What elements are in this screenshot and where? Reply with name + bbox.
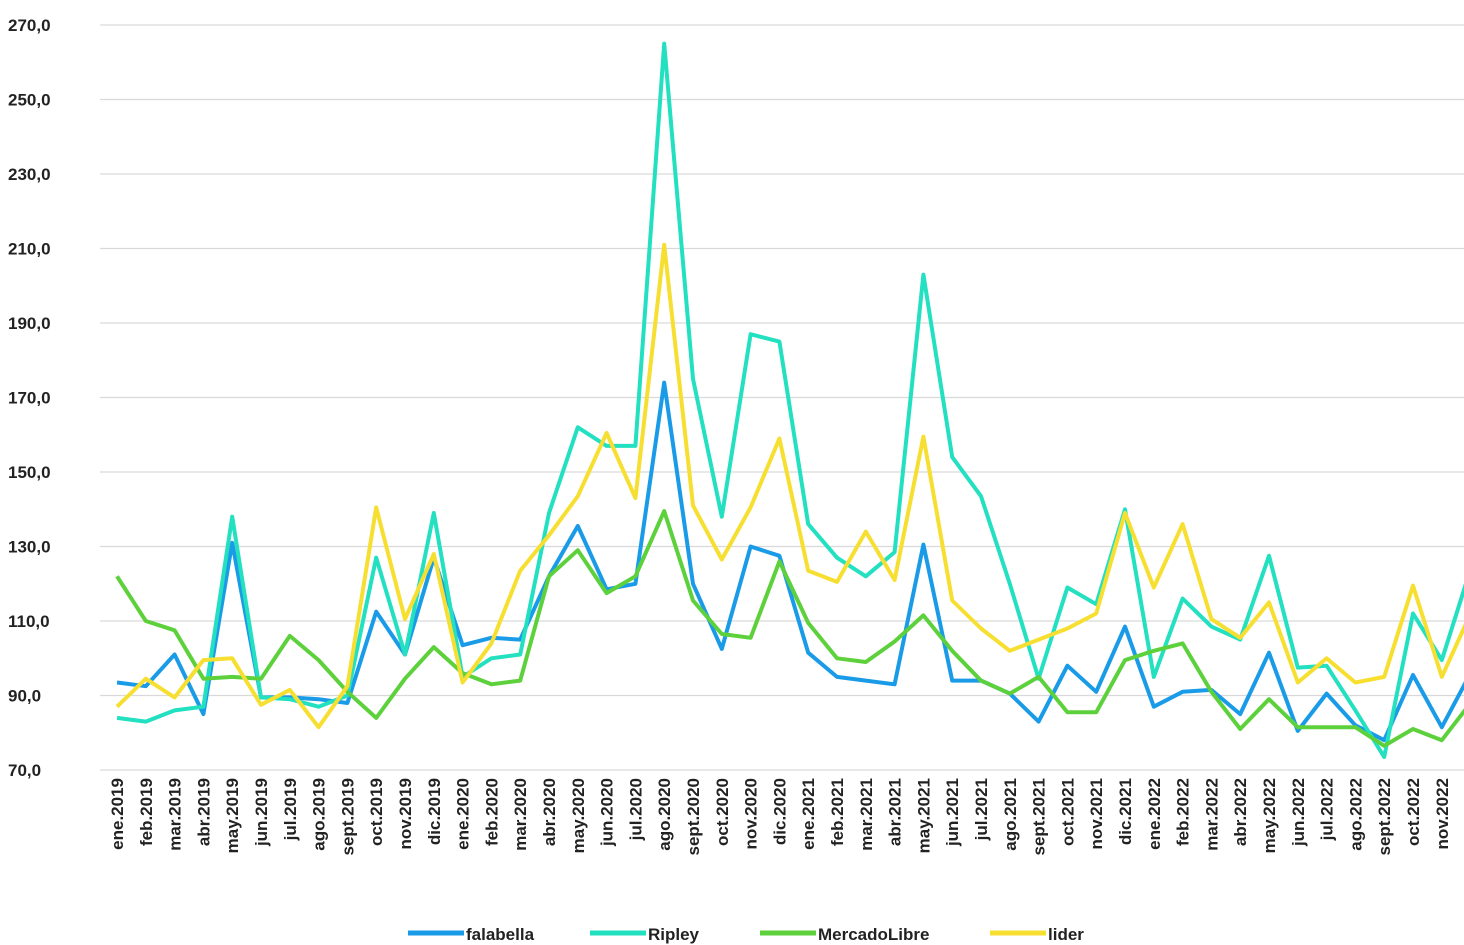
x-tick-label: feb.2022	[1174, 778, 1193, 846]
x-tick-label: jul.2022	[1318, 778, 1337, 841]
series-line	[116, 380, 1464, 743]
y-tick-label: 90,0	[8, 687, 41, 706]
x-tick-label: mar.2019	[166, 778, 185, 851]
legend-label: MercadoLibre	[818, 925, 929, 944]
y-tick-label: 250,0	[8, 91, 51, 110]
x-tick-label: abr.2020	[540, 778, 559, 846]
y-tick-label: 130,0	[8, 538, 51, 557]
x-tick-label: mar.2020	[511, 778, 530, 851]
x-tick-label: may.2020	[569, 778, 588, 853]
x-tick-label: ago.2022	[1346, 778, 1365, 851]
legend-label: lider	[1048, 925, 1084, 944]
x-tick-label: may.2021	[914, 778, 933, 853]
x-tick-label: jul.2019	[281, 778, 300, 841]
x-tick-label: dic.2022	[1462, 778, 1464, 845]
x-tick-label: ene.2020	[454, 778, 473, 850]
x-tick-label: may.2022	[1260, 778, 1279, 853]
x-tick-label: dic.2020	[770, 778, 789, 845]
series-line	[115, 242, 1464, 730]
x-tick-label: ene.2022	[1145, 778, 1164, 850]
y-tick-label: 230,0	[8, 165, 51, 184]
x-tick-label: nov.2020	[742, 778, 761, 850]
x-tick-label: oct.2019	[367, 778, 386, 846]
x-tick-label: abr.2021	[886, 778, 905, 846]
y-tick-label: 150,0	[8, 463, 51, 482]
x-tick-label: sept.2021	[1030, 778, 1049, 856]
x-tick-label: dic.2021	[1116, 778, 1135, 845]
x-tick-label: mar.2021	[857, 778, 876, 851]
series-line	[116, 41, 1464, 759]
x-tick-label: jun.2019	[252, 778, 271, 847]
legend-label: Ripley	[648, 925, 700, 944]
x-tick-label: ene.2019	[108, 778, 127, 850]
y-tick-label: 170,0	[8, 389, 51, 408]
x-tick-label: may.2019	[223, 778, 242, 853]
x-tick-label: abr.2019	[194, 778, 213, 846]
x-tick-label: sept.2022	[1375, 778, 1394, 856]
x-tick-label: oct.2022	[1404, 778, 1423, 846]
x-tick-label: feb.2021	[828, 778, 847, 846]
x-tick-label: nov.2022	[1433, 778, 1452, 850]
x-tick-label: jul.2020	[626, 778, 645, 841]
x-tick-label: nov.2021	[1087, 778, 1106, 850]
x-tick-label: oct.2020	[713, 778, 732, 846]
x-tick-label: jun.2021	[943, 778, 962, 847]
y-tick-label: 110,0	[8, 612, 50, 631]
y-tick-label: 190,0	[8, 314, 51, 333]
y-tick-label: 70,0	[8, 761, 41, 780]
x-tick-label: ene.2021	[799, 778, 818, 850]
x-tick-label: sept.2019	[338, 778, 357, 856]
x-tick-label: oct.2021	[1058, 778, 1077, 846]
x-tick-label: ago.2021	[1001, 778, 1020, 851]
x-tick-label: dic.2019	[425, 778, 444, 845]
y-tick-label: 210,0	[8, 240, 51, 259]
x-tick-label: ago.2019	[310, 778, 329, 851]
x-tick-label: nov.2019	[396, 778, 415, 850]
x-tick-label: feb.2019	[137, 778, 156, 846]
x-tick-label: mar.2022	[1202, 778, 1221, 851]
x-tick-label: abr.2022	[1231, 778, 1250, 846]
x-tick-label: jun.2020	[598, 778, 617, 847]
x-tick-label: ago.2020	[655, 778, 674, 851]
x-tick-label: jun.2022	[1289, 778, 1308, 847]
x-tick-label: sept.2020	[684, 778, 703, 856]
x-tick-label: jul.2021	[972, 778, 991, 841]
series-line	[115, 509, 1464, 748]
legend-label: falabella	[466, 925, 535, 944]
x-tick-label: feb.2020	[482, 778, 501, 846]
y-tick-label: 270,0	[8, 16, 51, 35]
